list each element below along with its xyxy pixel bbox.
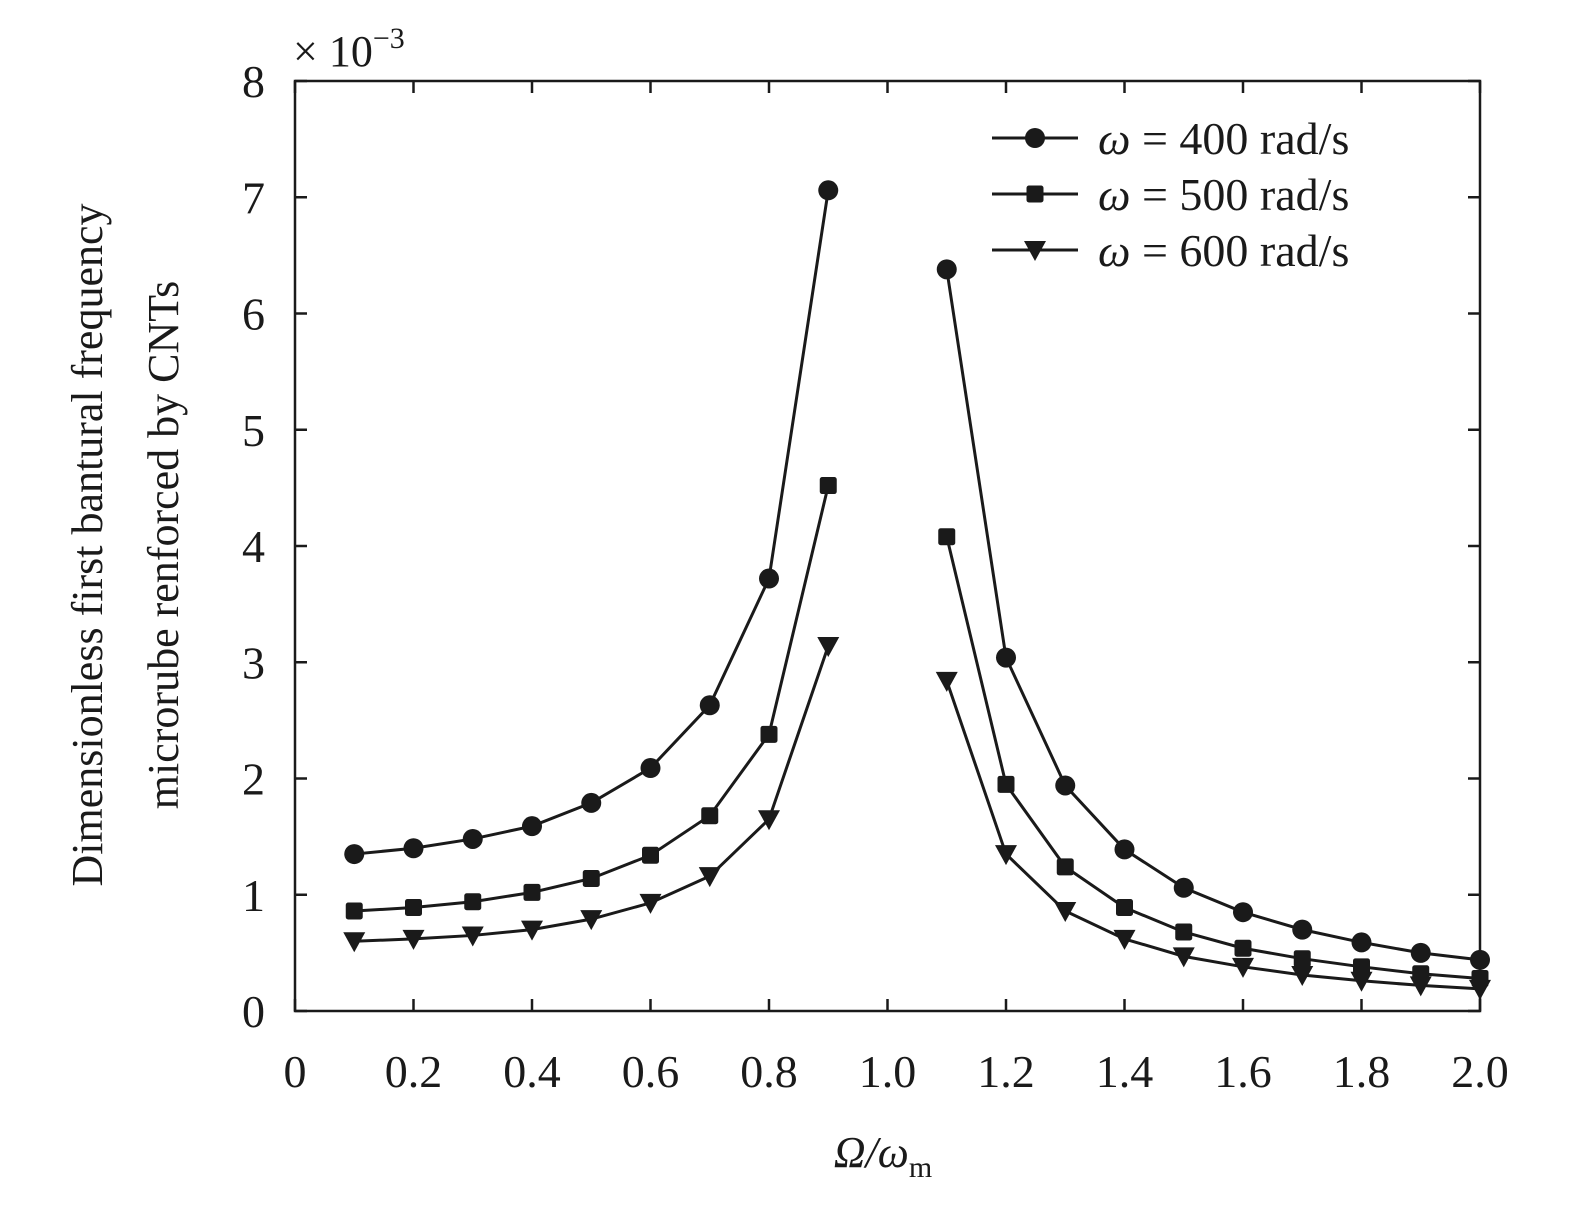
series-1-point [759,568,779,589]
series-2-point [760,725,778,743]
series-1-point [1292,919,1313,940]
y-axis-exponent-label: × 10−3 [293,22,405,76]
series-3-point [639,893,662,914]
legend: ω = 400 rad/sω = 500 rad/sω = 600 rad/s [992,113,1349,276]
plot-frame [293,79,1482,1013]
series-1-point [1055,775,1076,796]
series-1-point [640,758,661,779]
series-1-point [818,180,839,201]
plot-lines [354,190,1481,991]
series-1-point [581,792,602,813]
plot-markers [343,180,1491,1000]
x-tick-label: 1.8 [1333,1046,1391,1097]
series-1-point [1233,902,1253,923]
y-tick-label: 3 [242,637,265,688]
series-3-point [995,845,1017,866]
series-1-point [462,828,483,849]
series-2-point [642,846,659,864]
series-1-point [1410,942,1431,963]
legend-label-3: ω = 600 rad/s [1098,225,1349,276]
legend-marker-3 [1024,241,1046,261]
series-1-point [1173,877,1194,898]
series-2-point [938,528,956,546]
series-2-point [1353,958,1370,976]
series-3-point [461,926,484,947]
y-tick-label: 7 [242,172,265,223]
y-axis-title: Dimensionless first bantural frequency [63,203,112,886]
x-tick-label: 0.8 [740,1046,798,1097]
series-1-point [344,844,365,865]
series-3-line [945,680,1481,991]
series-1-point [522,816,542,837]
series-2-line [945,536,1481,980]
series-1-point [936,259,957,280]
legend-marker-1 [1025,128,1045,148]
legend-label-1: ω = 400 rad/s [1098,113,1349,164]
series-3-point [1054,902,1077,923]
y-tick-label: 1 [242,870,265,921]
series-2-point [405,899,422,917]
series-2-point [819,477,837,495]
x-tick-label: 1.4 [1096,1046,1154,1097]
series-1-point [1114,839,1135,860]
series-2-point [1056,858,1074,876]
x-axis-title: Ω/ωm [834,1128,932,1184]
series-1-point [996,647,1016,668]
y-tick-label: 6 [242,289,265,340]
x-tick-label: 0.2 [385,1046,443,1097]
x-tick-label: 2.0 [1451,1046,1509,1097]
series-3-point [817,636,840,657]
y-axis: 0 1 2 3 4 5 6 7 8 [242,56,1480,1037]
series-2-point [1293,950,1311,968]
y-tick-label: 4 [242,521,265,572]
series-3-point [1232,957,1254,978]
series-2-point [582,869,600,887]
series-2-point [701,807,719,825]
series-2-point [1116,899,1133,917]
legend-marker-2 [1026,185,1044,203]
x-tick-label: 1.2 [977,1046,1035,1097]
series-3-point [935,671,958,692]
x-tick-label: 0 [284,1046,307,1097]
series-3-point [1350,971,1373,992]
series-1-point [1351,932,1372,953]
y-tick-label: 2 [242,754,265,805]
series-1-line [354,190,830,856]
y-tick-label: 8 [242,56,265,107]
x-tick-label: 1.0 [859,1046,917,1097]
series-1-line [945,269,1481,962]
series-2-point [345,902,363,920]
y-tick-label: 5 [242,405,265,456]
series-3-point [343,932,366,953]
series-2-point [523,883,541,901]
series-3-point [1113,929,1136,950]
series-1-point [699,695,720,716]
series-2-point [1234,939,1252,957]
series-3-point [521,920,543,941]
legend-label-2: ω = 500 rad/s [1098,169,1349,220]
series-3-point [1409,976,1432,997]
series-3-point [402,929,425,950]
y-axis-title-line-2: microrube renforced by CNTs [139,281,188,809]
series-3-point [698,867,721,888]
series-3-point [1291,965,1314,986]
y-tick-label: 0 [242,986,265,1037]
series-2-point [1175,923,1193,941]
x-tick-label: 1.6 [1214,1046,1272,1097]
x-axis: 0 0.2 0.4 0.6 0.8 1.0 1.2 1.4 1.6 1.8 2.0 [284,81,1509,1097]
series-3-point [1172,947,1195,968]
series-3-point [758,810,780,831]
x-tick-label: 0.6 [622,1046,680,1097]
series-3-point [580,910,603,931]
series-2-point [464,893,482,911]
series-1-point [403,838,424,859]
series-2-point [997,775,1015,793]
x-tick-label: 0.4 [503,1046,561,1097]
